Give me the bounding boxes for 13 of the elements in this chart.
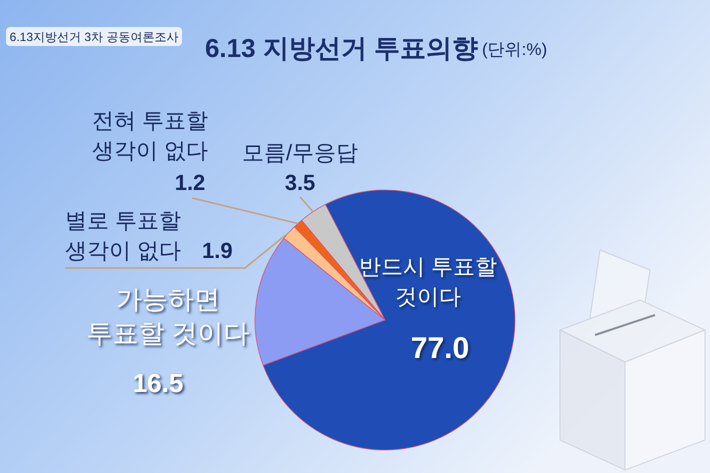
slice-label: 별로 투표할 생각이 없다 <box>65 208 182 263</box>
chart-subtitle: 6.13지방선거 3차 공동여론조사 <box>10 30 178 44</box>
data-label: 1.9 <box>202 238 233 263</box>
text: (단위:%) <box>482 40 548 59</box>
data-label: 1.2 <box>174 170 206 195</box>
data-label: 16.5 <box>132 368 184 398</box>
chart-title: 6.13 지방선거 투표의향 <box>204 33 478 63</box>
data-label: 3.5 <box>284 170 316 195</box>
slice-label: 반드시 투표할 것이다 <box>358 254 498 309</box>
slice-label: 모름/무응답 <box>242 140 358 165</box>
slice-label: 가능하면 투표할 것이다 <box>86 284 250 348</box>
slice-label: 전혀 투표할 생각이 없다 <box>92 108 208 163</box>
data-label: 77.0 <box>410 332 470 365</box>
